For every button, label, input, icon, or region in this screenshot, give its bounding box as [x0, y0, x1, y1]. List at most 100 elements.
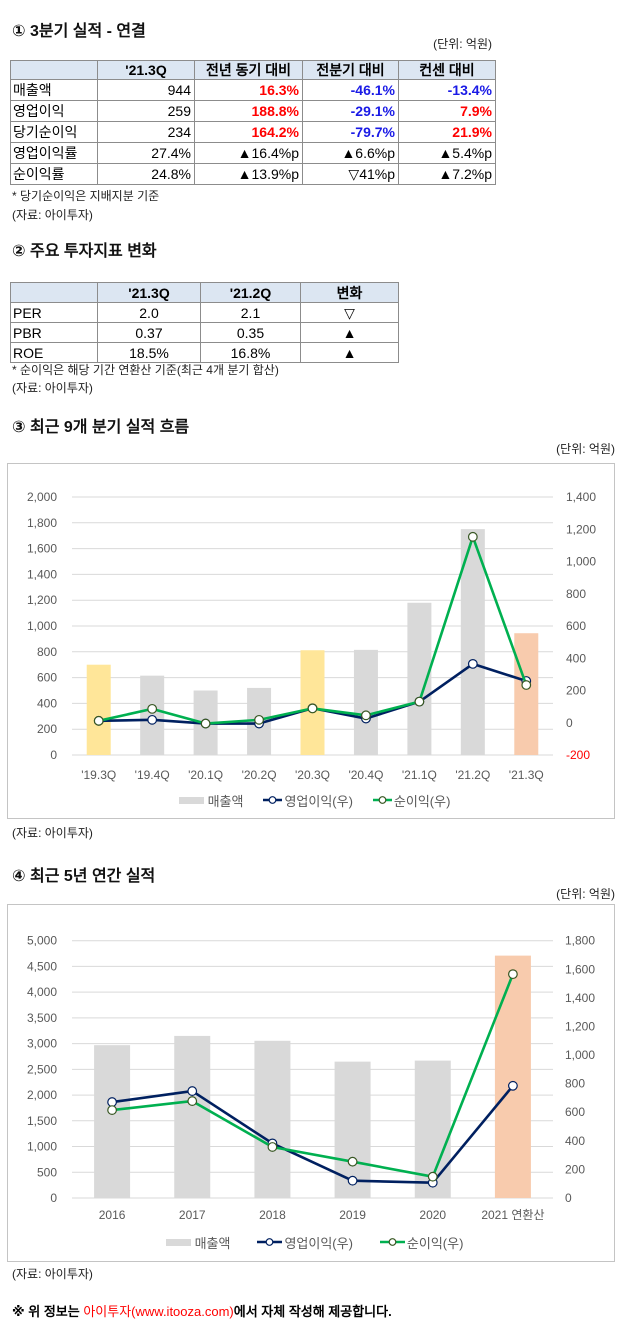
y-right-tick-label: 800 — [565, 1077, 585, 1091]
marker-net-income — [521, 680, 532, 690]
change-indicator: ▲ — [300, 342, 399, 363]
table-cell: 164.2% — [194, 121, 303, 143]
marker-operating-profit — [467, 658, 478, 669]
bar-revenue — [174, 1035, 211, 1198]
x-category-label: '21.2Q — [455, 768, 490, 782]
y-left-tick-label: 200 — [37, 722, 57, 736]
table-cell: ▽41%p — [302, 163, 399, 185]
table-row: 영업이익률 27.4% ▲16.4%p ▲6.6%p ▲5.4%p — [10, 142, 496, 164]
y-left-tick-label: 0 — [50, 1191, 57, 1205]
table-cell: 7.9% — [398, 100, 496, 122]
bar-revenue — [254, 1040, 291, 1198]
row-label: 매출액 — [10, 79, 98, 101]
y-right-tick-label: 600 — [566, 619, 586, 633]
column-header — [10, 282, 98, 303]
marker-net-income — [254, 714, 264, 725]
footer-prefix: ※ 위 정보는 — [12, 1304, 84, 1319]
legend-item-net-income: 순이익(우) — [372, 791, 451, 810]
y-left-tick-label: 600 — [37, 671, 57, 685]
bar-revenue — [514, 633, 539, 755]
table-row: 매출액 944 16.3% -46.1% -13.4% — [10, 79, 496, 101]
table-cell: 0.35 — [200, 322, 301, 343]
legend-label: 매출액 — [194, 1235, 231, 1251]
bar-revenue — [460, 529, 485, 755]
legend-label: 매출액 — [207, 793, 244, 809]
table-cell: 0.37 — [97, 322, 201, 343]
table-cell: 234 — [97, 121, 195, 143]
legend-label: 영업이익(우) — [284, 1235, 353, 1251]
y-left-tick-label: 0 — [50, 748, 57, 762]
legend-line-marker-icon — [257, 1238, 283, 1246]
y-right-tick-label: 1,200 — [565, 1019, 595, 1033]
marker-net-income — [147, 703, 158, 714]
y-left-tick-label: 400 — [37, 696, 57, 710]
row-label: PER — [10, 302, 98, 323]
y-right-tick-label: 800 — [566, 587, 586, 601]
marker-net-income — [427, 1171, 438, 1182]
marker-net-income — [267, 1142, 278, 1152]
marker-net-income — [508, 969, 518, 980]
table-cell: 2.1 — [200, 302, 301, 323]
legend-label: 순이익(우) — [393, 793, 451, 809]
marker-net-income — [187, 1096, 198, 1106]
legend-line-marker-icon — [379, 1238, 405, 1246]
x-category-label: '21.1Q — [402, 768, 437, 782]
y-right-tick-label: 200 — [566, 684, 586, 698]
y-right-tick-label: 600 — [565, 1105, 585, 1119]
column-header: 전분기 대비 — [302, 60, 399, 80]
x-category-label: 2017 — [179, 1208, 206, 1222]
x-category-label: '20.1Q — [188, 768, 223, 782]
marker-operating-profit — [107, 1097, 117, 1107]
quarterly-results-table: '21.3Q 전년 동기 대비 전분기 대비 컨센 대비 매출액 944 16.… — [10, 60, 496, 185]
y-right-tick-label: 0 — [566, 716, 573, 730]
section-title-investment-indicators: ② 주요 투자지표 변화 — [12, 243, 157, 260]
table-footnote: * 당기순이익은 지배지분 기준 — [12, 189, 160, 203]
column-header: 컨센 대비 — [398, 60, 496, 80]
y-right-tick-label: 1,800 — [565, 934, 595, 948]
y-left-tick-label: 2,000 — [27, 1088, 57, 1102]
marker-net-income — [107, 1105, 117, 1115]
legend-label: 영업이익(우) — [284, 793, 353, 809]
marker-net-income — [467, 531, 478, 542]
table-cell: ▲6.6%p — [302, 142, 399, 164]
table-header-row: '21.3Q 전년 동기 대비 전분기 대비 컨센 대비 — [10, 60, 496, 80]
column-header — [10, 60, 98, 80]
source-label: (자료: 아이투자) — [12, 381, 93, 395]
column-header: 변화 — [300, 282, 399, 303]
table-cell: -13.4% — [398, 79, 496, 101]
table-cell: 24.8% — [97, 163, 195, 185]
table-cell: -29.1% — [302, 100, 399, 122]
y-right-tick-label: 1,000 — [566, 555, 596, 569]
marker-net-income — [93, 715, 104, 726]
legend-line-marker-icon — [263, 796, 283, 804]
legend-label: 순이익(우) — [406, 1235, 464, 1251]
x-category-label: '20.3Q — [295, 768, 330, 782]
row-label: 당기순이익 — [10, 121, 98, 143]
table-row: ROE 18.5% 16.8% ▲ — [10, 342, 399, 363]
table-row: 영업이익 259 188.8% -29.1% 7.9% — [10, 100, 496, 122]
table-cell: ▲5.4%p — [398, 142, 496, 164]
table-cell: 2.0 — [97, 302, 201, 323]
table-cell: ▲16.4%p — [194, 142, 303, 164]
y-left-tick-label: 800 — [37, 645, 57, 659]
chart-legend: 매출액 영업이익(우) 순이익(우) — [0, 791, 629, 810]
column-header: 전년 동기 대비 — [194, 60, 303, 80]
line-operating-profit — [111, 1084, 514, 1185]
table-cell: -46.1% — [302, 79, 399, 101]
annual-combo-chart: 0 500 1,000 1,500 2,000 2,500 3,000 3,500 4,000 4… — [27, 934, 595, 1222]
y-left-tick-label: 3,500 — [27, 1011, 57, 1025]
column-header: '21.2Q — [200, 282, 301, 303]
marker-net-income — [347, 1156, 358, 1167]
legend-line-marker-icon — [372, 796, 392, 804]
footer-disclaimer: ※ 위 정보는 아이투자(www.itooza.com)에서 자체 작성해 제공… — [12, 1304, 392, 1320]
table-footnote: * 순이익은 해당 기간 연환산 기준(최근 4개 분기 합산) — [12, 363, 279, 377]
marker-operating-profit — [147, 714, 158, 725]
chart-legend: 매출액 영업이익(우) 순이익(우) — [0, 1234, 629, 1251]
marker-net-income — [361, 710, 371, 721]
x-category-label: '19.4Q — [135, 768, 170, 782]
legend-item-revenue: 매출액 — [178, 791, 244, 810]
unit-label: (단위: 억원) — [556, 887, 615, 901]
y-right-tick-label: 400 — [565, 1134, 585, 1148]
x-category-label: '21.3Q — [509, 768, 544, 782]
bar-revenue — [300, 650, 325, 755]
